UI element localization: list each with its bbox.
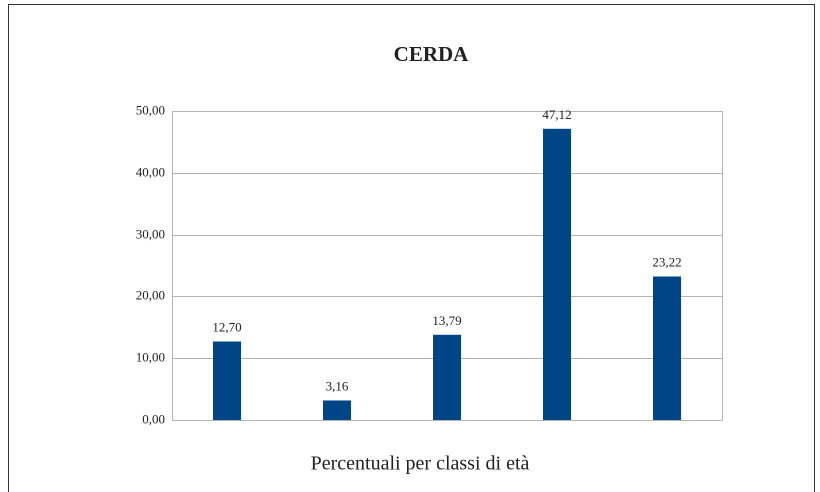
x-axis-label: Percentuali per classi di età: [311, 453, 530, 475]
y-tick-label: 0,00: [142, 411, 165, 426]
bar: [653, 276, 681, 420]
y-tick-label: 20,00: [136, 287, 165, 302]
bar: [323, 400, 351, 420]
y-tick-label: 50,00: [136, 102, 165, 117]
chart-title: CERDA: [394, 42, 470, 66]
y-tick-label: 40,00: [136, 164, 165, 179]
chart-frame: [8, 4, 815, 492]
value-label: 12,70: [212, 319, 241, 334]
value-label: 23,22: [652, 254, 681, 269]
y-tick-label: 30,00: [136, 226, 165, 241]
value-label: 13,79: [432, 313, 461, 328]
bar: [543, 128, 571, 420]
y-tick-label: 10,00: [136, 349, 165, 364]
value-label: 3,16: [326, 378, 349, 393]
bar: [433, 334, 461, 420]
value-label: 47,12: [542, 107, 571, 122]
bar: [213, 341, 241, 420]
